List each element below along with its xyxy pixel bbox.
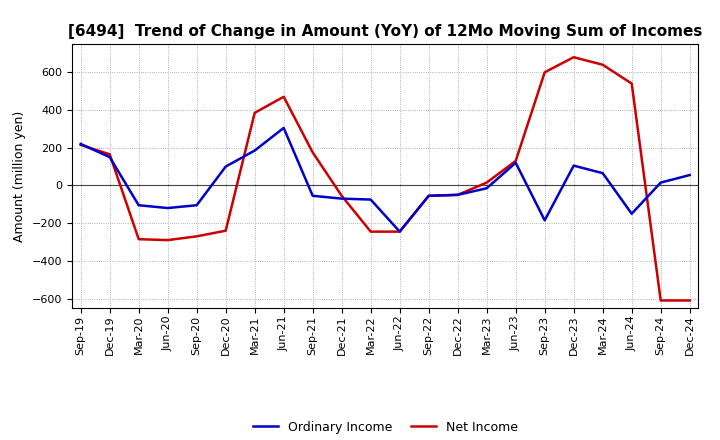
Ordinary Income [105,154,114,160]
Net Income [685,298,694,303]
Ordinary Income [482,186,491,191]
Ordinary Income [76,141,85,147]
Ordinary Income [424,193,433,198]
Net Income [395,229,404,234]
Ordinary Income [308,193,317,198]
Ordinary Income [163,205,172,211]
Net Income [482,180,491,185]
Ordinary Income [657,180,665,185]
Net Income [454,192,462,198]
Net Income [511,158,520,164]
Ordinary Income [627,211,636,216]
Line: Ordinary Income: Ordinary Income [81,128,690,231]
Ordinary Income [135,202,143,208]
Ordinary Income [685,172,694,178]
Net Income [627,81,636,86]
Ordinary Income [251,148,259,153]
Ordinary Income [598,171,607,176]
Ordinary Income [221,164,230,169]
Net Income [308,150,317,155]
Net Income [338,193,346,198]
Net Income [105,152,114,157]
Net Income [251,110,259,115]
Net Income [570,55,578,60]
Ordinary Income [338,196,346,201]
Title: [6494]  Trend of Change in Amount (YoY) of 12Mo Moving Sum of Incomes: [6494] Trend of Change in Amount (YoY) o… [68,24,703,39]
Ordinary Income [395,229,404,234]
Net Income [163,238,172,243]
Ordinary Income [279,125,288,131]
Net Income [279,94,288,99]
Legend: Ordinary Income, Net Income: Ordinary Income, Net Income [248,416,523,439]
Net Income [598,62,607,67]
Ordinary Income [541,218,549,223]
Ordinary Income [366,197,375,202]
Line: Net Income: Net Income [81,57,690,301]
Net Income [541,70,549,75]
Net Income [424,193,433,198]
Net Income [366,229,375,234]
Net Income [76,142,85,147]
Ordinary Income [570,163,578,168]
Ordinary Income [192,202,201,208]
Net Income [221,228,230,233]
Net Income [657,298,665,303]
Ordinary Income [511,160,520,165]
Y-axis label: Amount (million yen): Amount (million yen) [13,110,26,242]
Net Income [192,234,201,239]
Ordinary Income [454,192,462,198]
Net Income [135,237,143,242]
